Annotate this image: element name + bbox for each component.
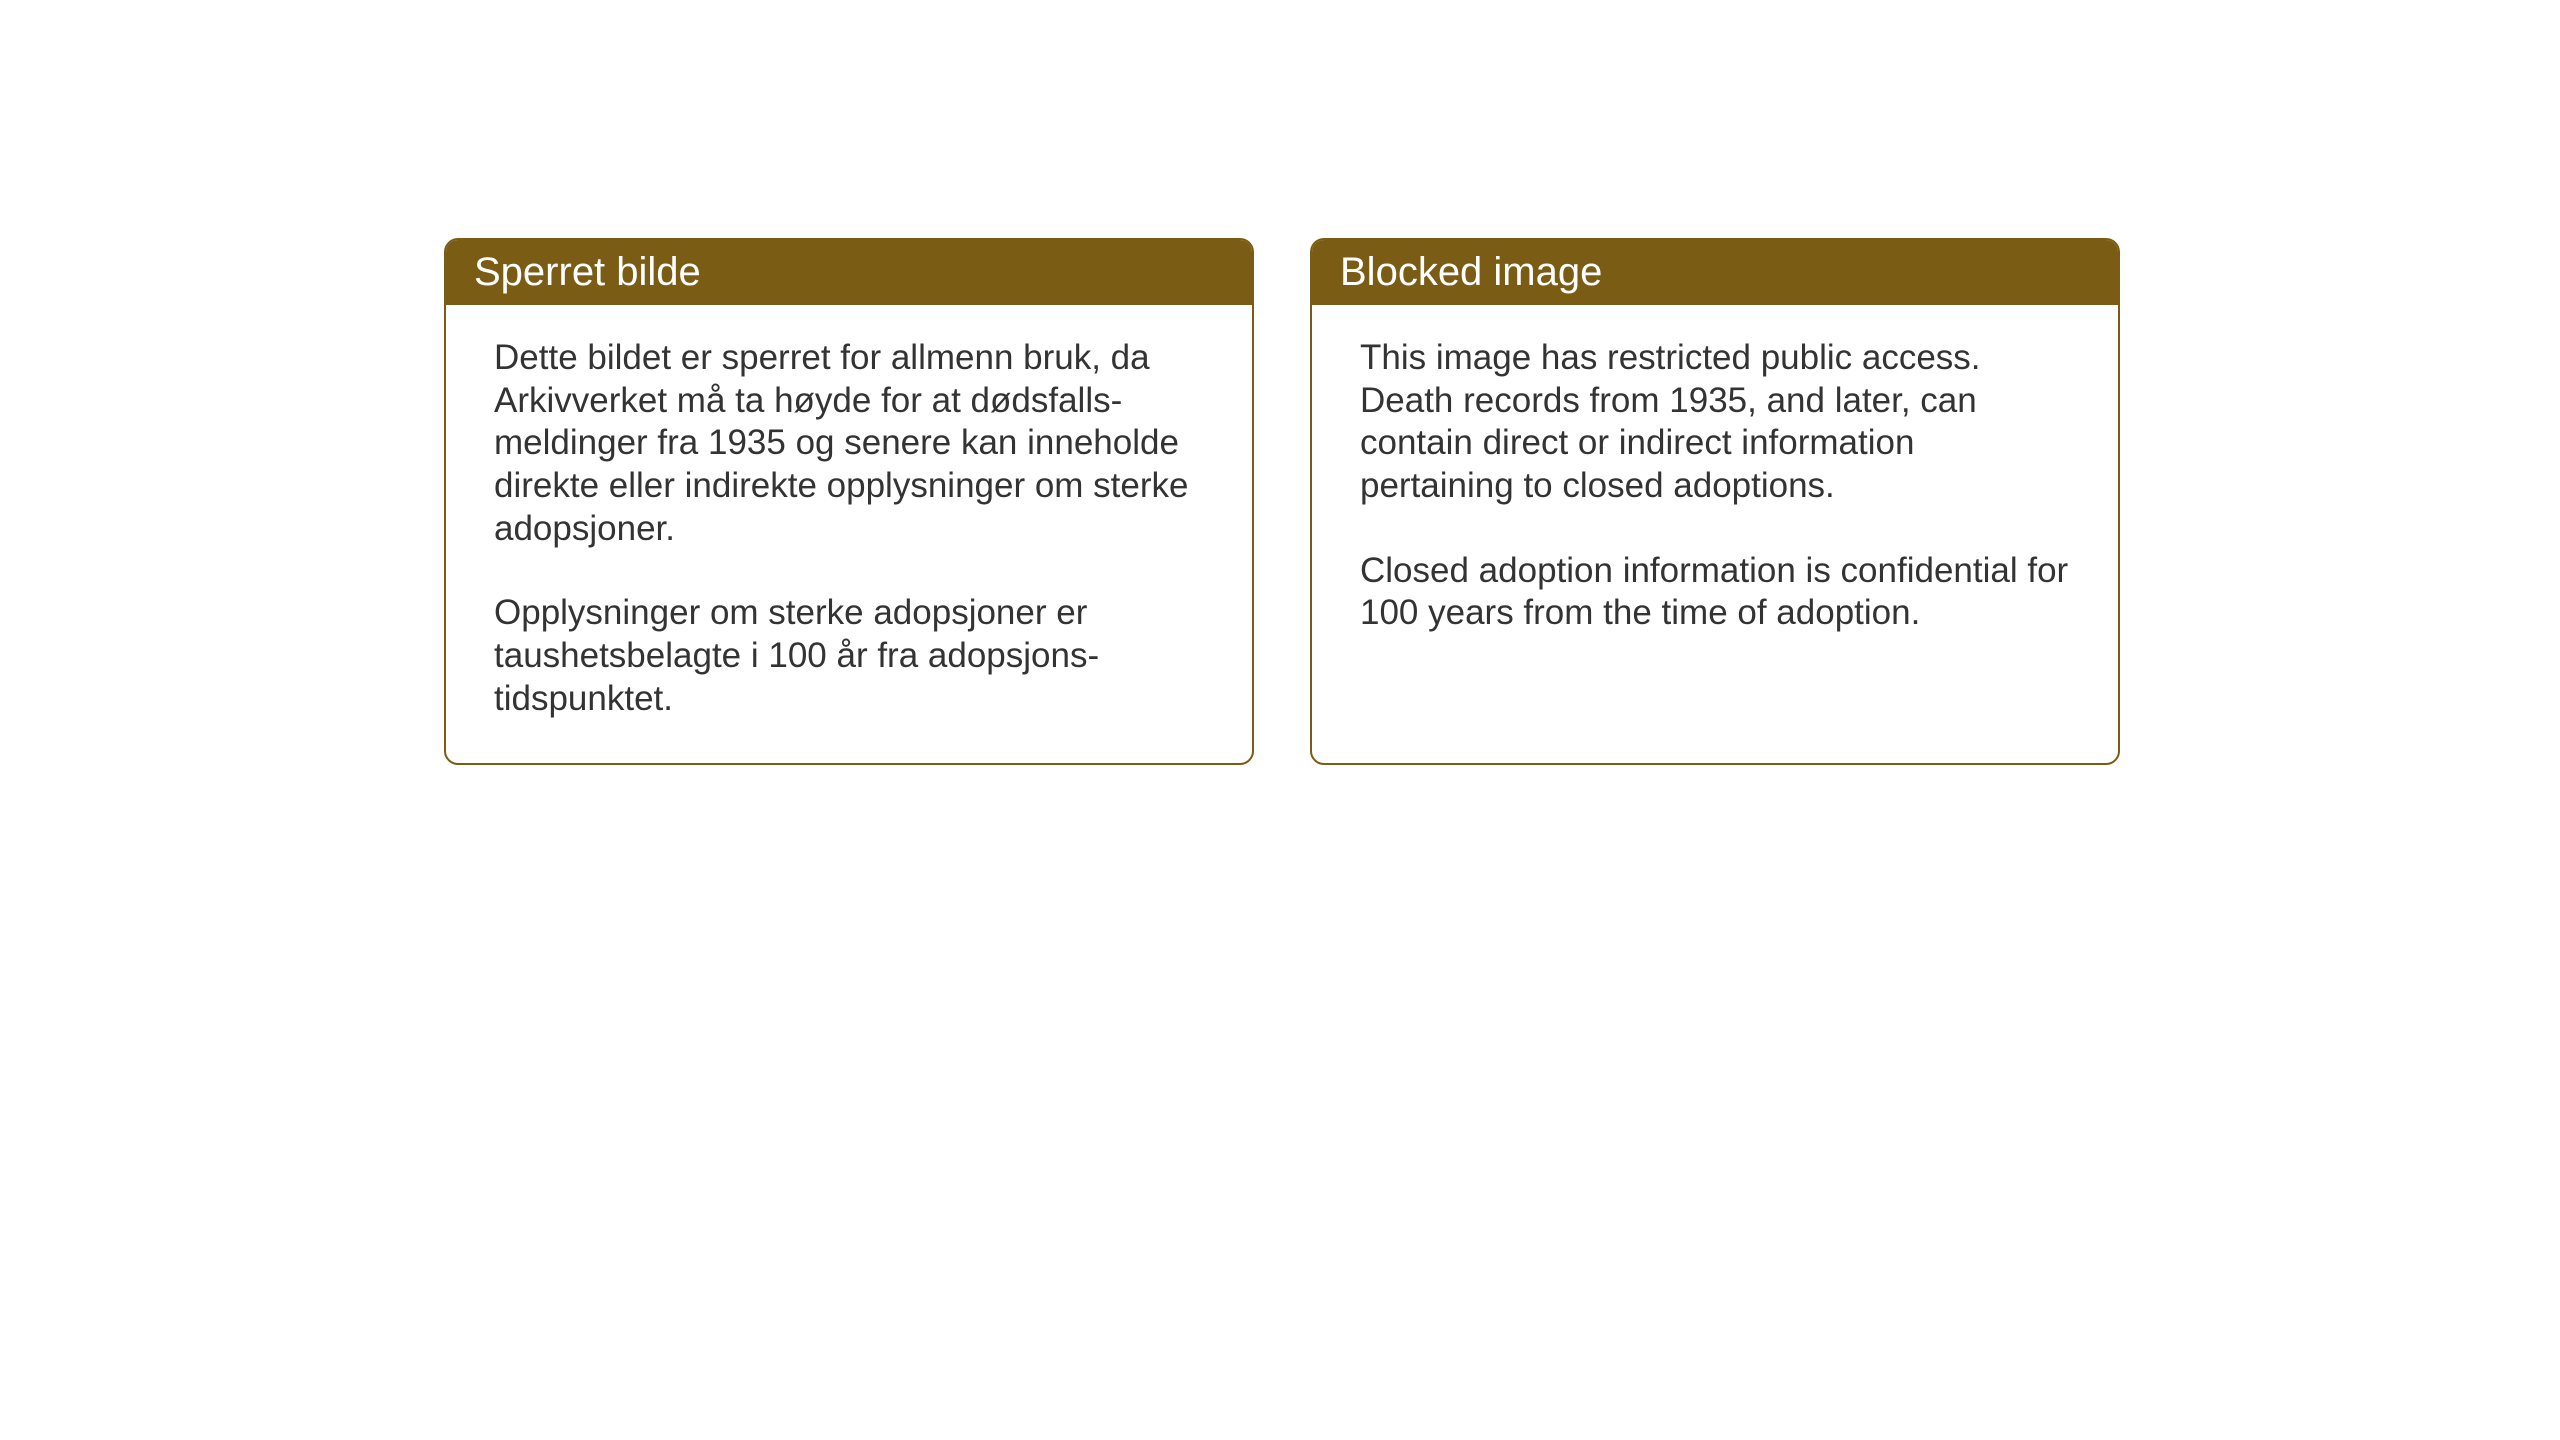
card-body-norwegian: Dette bildet er sperret for allmenn bruk…	[446, 305, 1252, 763]
notice-card-norwegian: Sperret bilde Dette bildet er sperret fo…	[444, 238, 1254, 765]
card-paragraph-norwegian-1: Dette bildet er sperret for allmenn bruk…	[494, 337, 1204, 550]
card-title-english: Blocked image	[1340, 250, 1602, 294]
card-paragraph-norwegian-2: Opplysninger om sterke adopsjoner er tau…	[494, 592, 1204, 720]
card-header-english: Blocked image	[1312, 240, 2118, 305]
notice-cards-container: Sperret bilde Dette bildet er sperret fo…	[444, 238, 2120, 765]
card-paragraph-english-2: Closed adoption information is confident…	[1360, 550, 2070, 635]
card-paragraph-english-1: This image has restricted public access.…	[1360, 337, 2070, 508]
card-header-norwegian: Sperret bilde	[446, 240, 1252, 305]
notice-card-english: Blocked image This image has restricted …	[1310, 238, 2120, 765]
card-body-english: This image has restricted public access.…	[1312, 305, 2118, 677]
card-title-norwegian: Sperret bilde	[474, 250, 701, 294]
